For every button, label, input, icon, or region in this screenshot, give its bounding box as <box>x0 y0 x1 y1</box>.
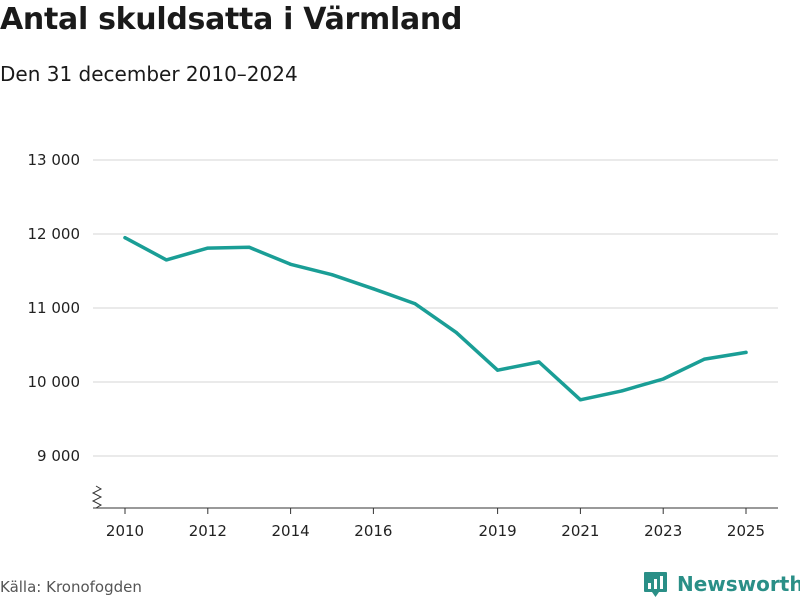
x-tick-label: 2012 <box>189 522 227 540</box>
data-point <box>289 262 293 266</box>
data-point <box>247 245 251 249</box>
y-tick-label: 13 000 <box>28 151 81 169</box>
data-point <box>371 287 375 291</box>
x-tick-label: 2021 <box>561 522 599 540</box>
x-tick-label: 2023 <box>644 522 682 540</box>
x-tick-label: 2019 <box>479 522 517 540</box>
series-group <box>123 235 748 402</box>
y-tick-label: 11 000 <box>28 299 81 317</box>
data-point <box>703 357 707 361</box>
data-point <box>123 236 127 240</box>
x-tick-label: 2014 <box>272 522 310 540</box>
data-point <box>454 330 458 335</box>
x-axis <box>91 485 778 509</box>
data-point <box>537 360 541 364</box>
data-point <box>330 273 334 277</box>
x-axis-labels: 2010 2012 2014 2016 2019 2021 2023 2025 <box>106 508 765 540</box>
source-note: Källa: Kronofogden <box>0 578 142 596</box>
grid-lines <box>93 159 778 457</box>
newsworthy-logo-icon <box>644 571 667 597</box>
data-point <box>496 368 500 372</box>
x-tick-label: 2025 <box>727 522 765 540</box>
data-point <box>206 246 210 250</box>
data-point <box>413 301 417 306</box>
brand: Newsworthy <box>643 570 800 598</box>
y-tick-label: 10 000 <box>28 373 81 391</box>
data-point <box>164 258 168 262</box>
series-line <box>123 235 748 402</box>
y-axis-break-icon <box>91 485 103 509</box>
brand-name: Newsworthy <box>677 572 800 596</box>
y-tick-label: 9 000 <box>37 447 80 465</box>
x-tick-label: 2010 <box>106 522 144 540</box>
data-point <box>578 398 583 402</box>
x-tick-label: 2016 <box>354 522 392 540</box>
data-point <box>620 389 624 393</box>
chart-subtitle: Den 31 december 2010–2024 <box>0 62 298 86</box>
data-point <box>744 350 748 354</box>
y-axis-labels: 9 000 10 000 11 000 12 000 13 000 <box>28 151 81 465</box>
chart-title: Antal skuldsatta i Värmland <box>0 2 463 37</box>
y-tick-label: 12 000 <box>28 225 81 243</box>
data-point <box>661 377 665 381</box>
